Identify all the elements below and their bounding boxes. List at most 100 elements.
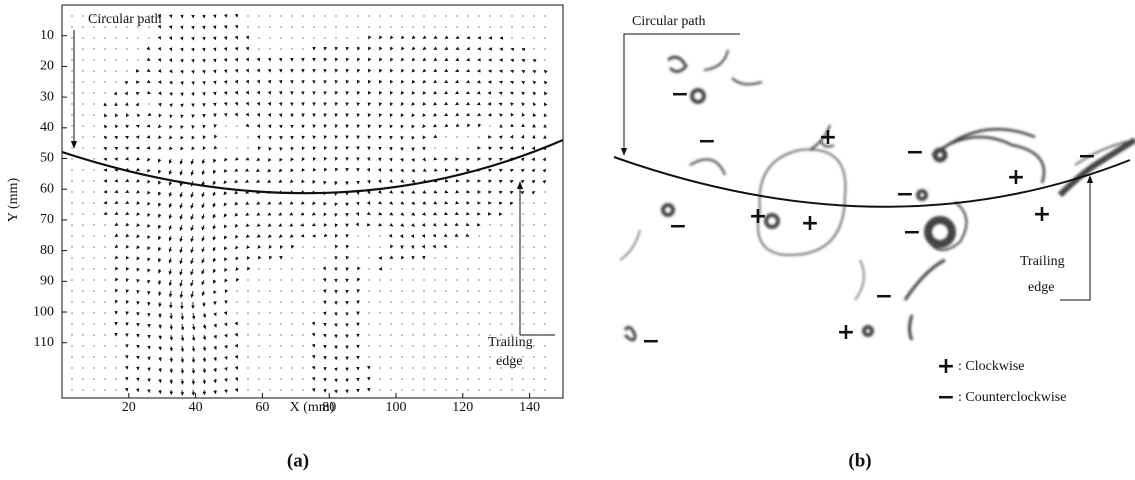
vector-dot bbox=[258, 345, 260, 347]
vector-arrow bbox=[235, 245, 239, 250]
vector-dot bbox=[467, 312, 469, 314]
vector-arrow bbox=[531, 168, 536, 173]
vector-arrow bbox=[180, 92, 184, 97]
vector-dot bbox=[269, 378, 271, 380]
vector-dot bbox=[456, 378, 458, 380]
vector-dot bbox=[522, 268, 524, 270]
vector-dot bbox=[291, 15, 293, 17]
vector-arrow bbox=[378, 79, 383, 84]
vector-dot bbox=[478, 235, 480, 237]
vector-dot bbox=[500, 367, 502, 369]
vector-dot bbox=[379, 26, 381, 28]
vector-dot bbox=[379, 367, 381, 369]
vector-dot bbox=[302, 37, 304, 39]
vector-dot bbox=[280, 26, 282, 28]
vector-arrow bbox=[169, 334, 174, 341]
vector-dot bbox=[434, 312, 436, 314]
vector-arrow bbox=[223, 168, 228, 173]
vector-arrow bbox=[400, 46, 405, 51]
vector-dot bbox=[104, 81, 106, 83]
vector-dot bbox=[401, 268, 403, 270]
vector-arrow bbox=[498, 91, 503, 96]
y-tick-label: 50 bbox=[40, 151, 54, 166]
vector-dot bbox=[82, 356, 84, 358]
vector-dot bbox=[71, 15, 73, 17]
vector-arrow bbox=[366, 190, 371, 195]
vector-dot bbox=[500, 323, 502, 325]
vector-arrow bbox=[212, 257, 217, 263]
vector-dot bbox=[401, 15, 403, 17]
vector-dot bbox=[478, 367, 480, 369]
vector-arrow bbox=[190, 158, 195, 165]
vector-arrow bbox=[136, 289, 140, 294]
vector-dot bbox=[148, 15, 150, 17]
vector-arrow bbox=[201, 202, 205, 209]
vector-dot bbox=[71, 290, 73, 292]
vector-dot bbox=[302, 257, 304, 259]
vector-arrow bbox=[400, 157, 404, 162]
vector-arrow bbox=[411, 57, 416, 62]
vector-arrow bbox=[191, 323, 196, 331]
vector-dot bbox=[500, 224, 502, 226]
vector-dot bbox=[423, 301, 425, 303]
vector-dot bbox=[291, 279, 293, 281]
vortex-sign: − bbox=[875, 284, 893, 309]
vector-dot bbox=[82, 136, 84, 138]
vector-dot bbox=[478, 323, 480, 325]
vector-arrow bbox=[444, 46, 449, 50]
vector-dot bbox=[522, 389, 524, 391]
vector-dot bbox=[115, 345, 117, 347]
vector-dot bbox=[357, 37, 359, 39]
vector-arrow bbox=[377, 189, 382, 194]
vector-arrow bbox=[234, 332, 239, 337]
vector-dot bbox=[236, 312, 238, 314]
vector-arrow bbox=[103, 124, 108, 129]
vector-dot bbox=[357, 15, 359, 17]
vector-arrow bbox=[444, 189, 449, 194]
vector-arrow bbox=[180, 135, 184, 140]
vector-dot bbox=[423, 356, 425, 358]
vector-dot bbox=[467, 334, 469, 336]
vector-dot bbox=[71, 301, 73, 303]
vector-arrow bbox=[234, 156, 239, 161]
vector-dot bbox=[93, 246, 95, 248]
x-tick-label: 40 bbox=[189, 400, 203, 415]
y-tick-label: 40 bbox=[40, 120, 54, 135]
vector-dot bbox=[423, 290, 425, 292]
vector-dot bbox=[511, 26, 513, 28]
vector-dot bbox=[467, 26, 469, 28]
vector-dot bbox=[71, 213, 73, 215]
vector-dot bbox=[511, 334, 513, 336]
vector-arrow bbox=[400, 68, 405, 73]
vector-arrow bbox=[466, 112, 471, 117]
vector-arrow bbox=[201, 169, 206, 176]
vector-arrow bbox=[147, 279, 151, 284]
vector-dot bbox=[247, 312, 249, 314]
vector-arrow bbox=[400, 190, 405, 194]
vector-dot bbox=[247, 147, 249, 149]
vector-dot bbox=[467, 290, 469, 292]
vector-dot bbox=[379, 356, 381, 358]
vector-arrow bbox=[531, 191, 536, 195]
vector-dot bbox=[467, 15, 469, 17]
vector-arrow bbox=[190, 235, 194, 243]
vector-arrow bbox=[301, 179, 305, 184]
vector-dot bbox=[368, 246, 370, 248]
vector-dot bbox=[533, 246, 535, 248]
vector-dot bbox=[489, 356, 491, 358]
vector-dot bbox=[104, 290, 106, 292]
vector-dot bbox=[280, 323, 282, 325]
vector-dot bbox=[291, 367, 293, 369]
vector-dot bbox=[434, 323, 436, 325]
vector-dot bbox=[104, 15, 106, 17]
vector-arrow bbox=[190, 246, 194, 254]
vector-dot bbox=[412, 279, 414, 281]
vortex-sign: − bbox=[896, 182, 914, 207]
vector-dot bbox=[445, 301, 447, 303]
vector-dot bbox=[445, 323, 447, 325]
vector-arrow bbox=[158, 202, 162, 207]
vector-arrow bbox=[168, 36, 173, 41]
vector-arrow bbox=[202, 69, 206, 74]
vortex-sign: + bbox=[837, 320, 855, 345]
vector-arrow bbox=[400, 113, 405, 118]
